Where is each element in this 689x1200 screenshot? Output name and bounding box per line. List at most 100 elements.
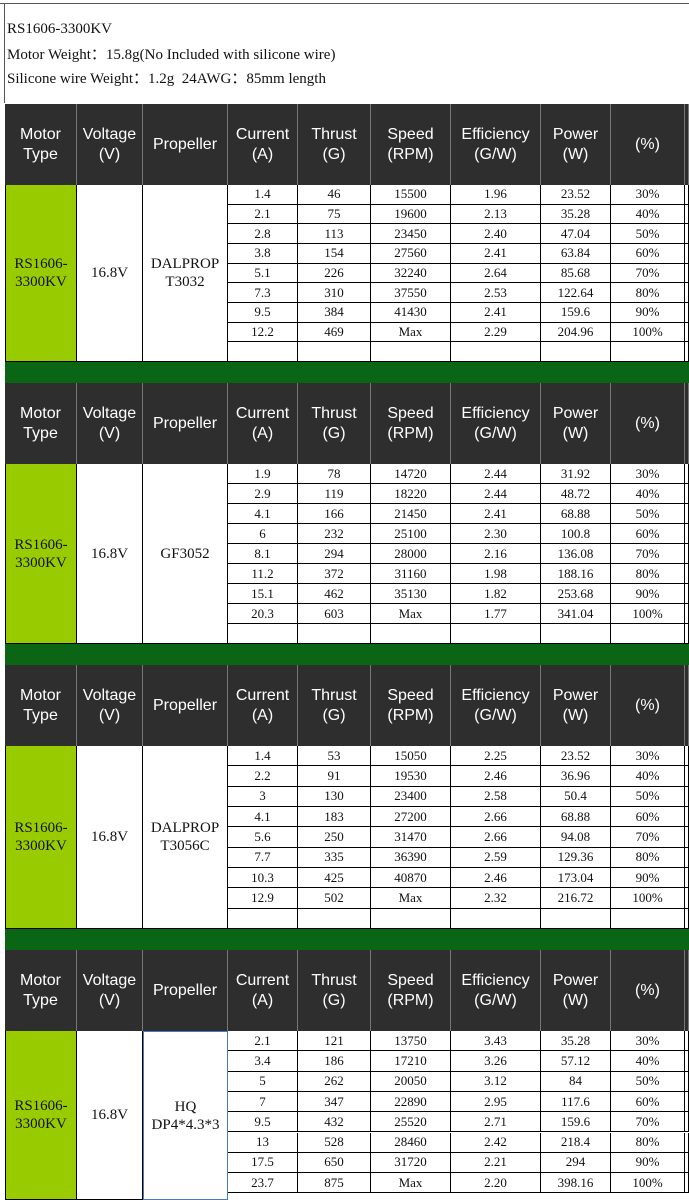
data-cell: 50%: [611, 224, 685, 244]
column-header: [685, 104, 689, 185]
empty-cell: [685, 827, 689, 848]
data-cell: 18220: [371, 484, 451, 504]
empty-cell: [685, 1091, 689, 1113]
propeller: GF3052: [143, 464, 228, 644]
data-cell: 113: [298, 224, 371, 244]
data-cell: 2.59: [451, 847, 541, 868]
empty-cell: [685, 1152, 689, 1174]
data-cell: 372: [298, 564, 371, 584]
column-header: Current (A): [228, 950, 298, 1031]
data-cell: 100%: [611, 604, 685, 624]
column-header: Current (A): [228, 104, 298, 185]
data-cell: 462: [298, 584, 371, 604]
data-cell: 15050: [371, 746, 451, 767]
data-cell: 60%: [611, 244, 685, 264]
data-cell: 100.8: [541, 524, 611, 544]
data-cell: 60%: [611, 1091, 685, 1113]
data-cell: 262: [298, 1071, 371, 1092]
data-cell: 502: [298, 888, 371, 909]
data-cell: 20050: [371, 1071, 451, 1092]
column-header: Thrust (G): [298, 383, 371, 464]
data-cell: 13: [228, 1132, 298, 1153]
data-cell: 5.1: [228, 263, 298, 284]
data-cell: 90%: [611, 303, 685, 323]
data-cell: 90%: [611, 1152, 685, 1174]
empty-cell: [685, 283, 689, 303]
data-cell: 1.96: [451, 185, 541, 205]
empty-cell: [611, 624, 685, 644]
empty-cell: [685, 544, 689, 564]
empty-cell: [685, 322, 689, 343]
data-cell: 80%: [611, 564, 685, 584]
empty-cell: [541, 342, 611, 362]
data-cell: 23450: [371, 224, 451, 244]
data-cell: 232: [298, 524, 371, 544]
column-header-text: Propeller: [152, 135, 218, 153]
data-cell: 90%: [611, 868, 685, 889]
data-cell: 8.1: [228, 544, 298, 564]
empty-cell: [685, 204, 689, 225]
empty-cell: [685, 1132, 689, 1153]
data-cell: 528: [298, 1132, 371, 1153]
column-header-text: Voltage (V): [82, 404, 137, 442]
data-cell: 17210: [371, 1051, 451, 1072]
data-cell: 12.2: [228, 322, 298, 343]
motor-type: RS1606-3300KV: [5, 746, 77, 929]
data-cell: 36390: [371, 847, 451, 868]
data-cell: 2.20: [451, 1173, 541, 1194]
data-cell: 2.25: [451, 746, 541, 767]
empty-cell: [451, 342, 541, 362]
column-header-text: Motor Type: [20, 686, 61, 724]
column-header: Speed (RPM): [371, 665, 451, 746]
data-cell: 1.9: [228, 464, 298, 484]
data-cell: 2.1: [228, 1031, 298, 1052]
data-cell: 17.5: [228, 1152, 298, 1174]
data-cell: 11.2: [228, 564, 298, 584]
data-cell: 2.13: [451, 204, 541, 225]
empty-cell: [685, 484, 689, 504]
column-header: (%): [611, 383, 685, 464]
data-cell: 25520: [371, 1112, 451, 1133]
column-header: Current (A): [228, 665, 298, 746]
empty-cell: [298, 624, 371, 644]
data-cell: 3.26: [451, 1051, 541, 1072]
data-cell: 469: [298, 322, 371, 343]
data-cell: 2.53: [451, 283, 541, 303]
column-header-text: Propeller: [152, 696, 218, 714]
data-cell: 3.8: [228, 244, 298, 264]
data-cell: 41430: [371, 303, 451, 323]
empty-cell: [371, 908, 451, 929]
data-cell: 136.08: [541, 544, 611, 564]
column-header-text: Speed (RPM): [387, 971, 434, 1009]
data-cell: 384: [298, 303, 371, 323]
column-header-text: Efficiency (G/W): [461, 125, 530, 163]
data-cell: 2.46: [451, 868, 541, 889]
column-header-text: Thrust (G): [311, 686, 357, 724]
data-cell: 650: [298, 1152, 371, 1174]
data-cell: 94.08: [541, 827, 611, 848]
propeller: DALPROP T3056C: [143, 746, 228, 929]
column-header: Efficiency (G/W): [451, 383, 541, 464]
data-cell: 70%: [611, 827, 685, 848]
data-cell: 2.16: [451, 544, 541, 564]
empty-cell: [541, 624, 611, 644]
propeller: DALPROP T3032: [143, 185, 228, 362]
column-header: Power (W): [541, 104, 611, 185]
empty-cell: [611, 342, 685, 362]
data-cell: 25100: [371, 524, 451, 544]
empty-cell: [685, 746, 689, 767]
data-cell: 204.96: [541, 322, 611, 343]
data-cell: 31720: [371, 1152, 451, 1174]
data-cell: 48.72: [541, 484, 611, 504]
column-header-text: Speed (RPM): [387, 686, 434, 724]
empty-cell: [685, 1051, 689, 1072]
column-header: Motor Type: [5, 104, 77, 185]
column-header: Thrust (G): [298, 104, 371, 185]
data-cell: 23.52: [541, 746, 611, 767]
data-cell: 4.1: [228, 807, 298, 828]
data-cell: 119: [298, 484, 371, 504]
data-cell: 7: [228, 1091, 298, 1113]
column-header-text: Motor Type: [20, 971, 61, 1009]
data-cell: 70%: [611, 263, 685, 284]
data-cell: 68.88: [541, 504, 611, 524]
